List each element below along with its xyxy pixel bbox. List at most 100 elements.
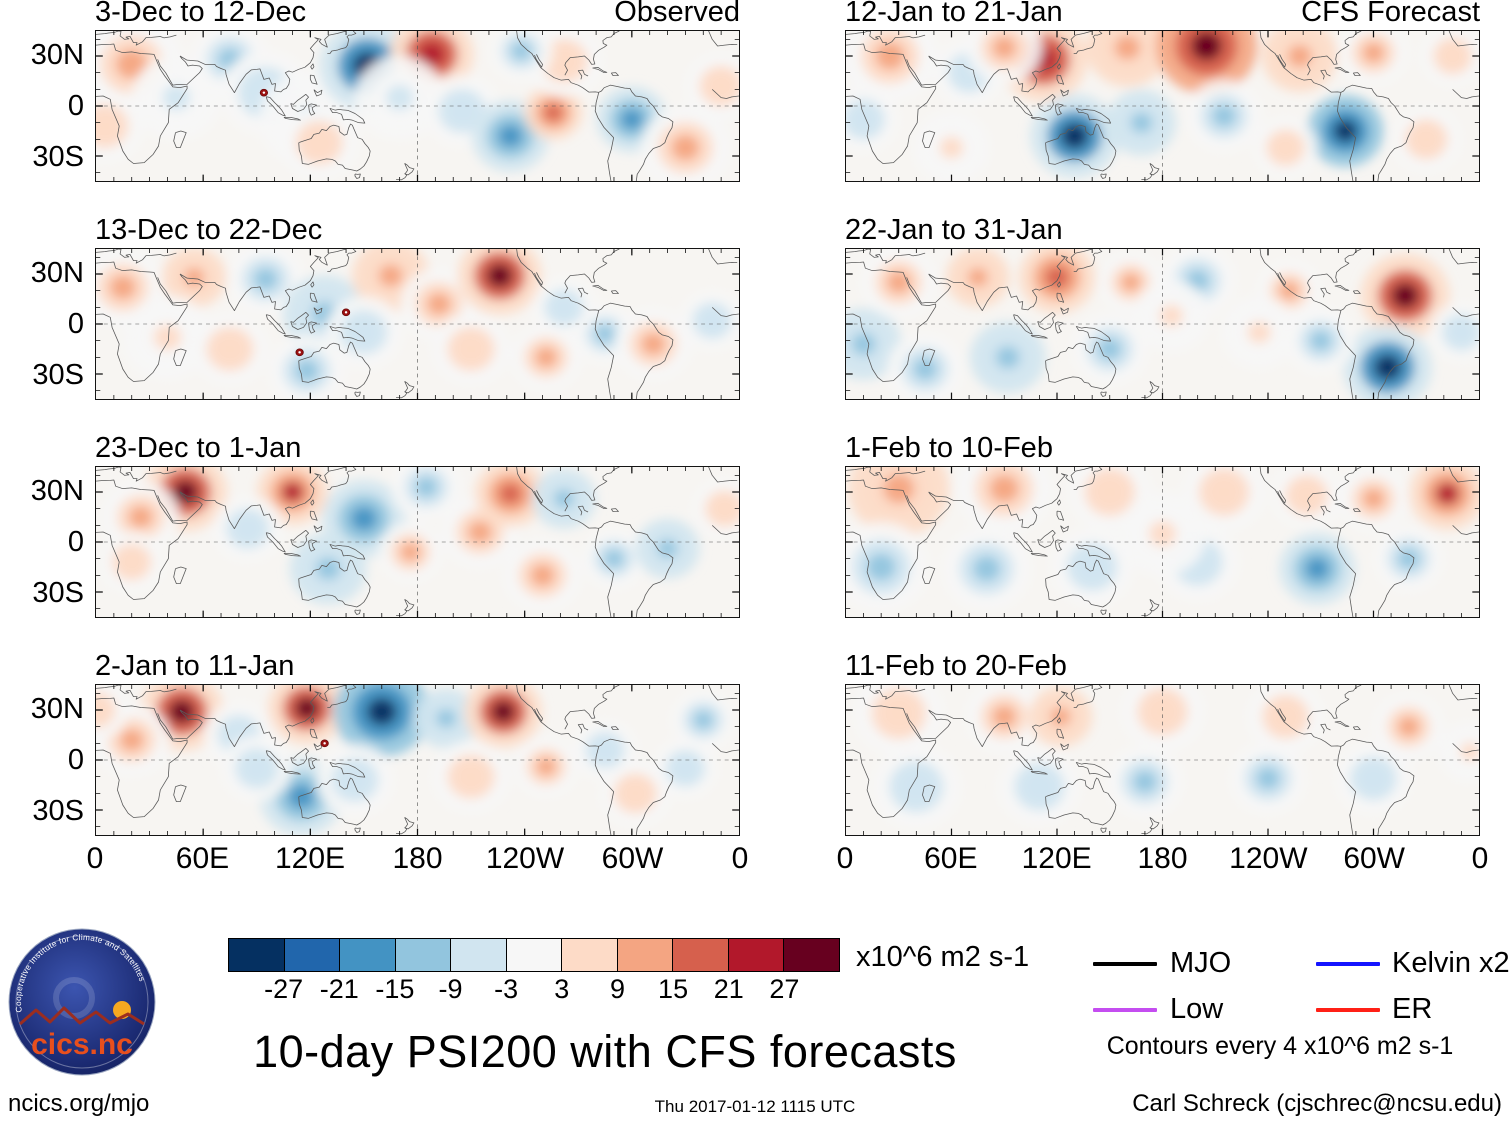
map-panel bbox=[95, 684, 740, 836]
panel-title: 22-Jan to 31-Jan bbox=[845, 214, 1063, 246]
x-axis-label: 120W bbox=[485, 842, 565, 875]
anomaly-field bbox=[96, 685, 736, 835]
cics-logo: Cooperative Institute for Climate and Sa… bbox=[8, 928, 156, 1076]
colorbar bbox=[228, 938, 840, 972]
colorbar-tick-label: 27 bbox=[769, 974, 800, 1004]
colorbar-tick-label: -27 bbox=[264, 974, 304, 1004]
panel-title: 12-Jan to 21-Jan bbox=[845, 0, 1063, 28]
major-ticks bbox=[846, 31, 1479, 181]
colorbar-tick-label: -9 bbox=[438, 974, 463, 1004]
anomaly-field bbox=[96, 249, 739, 399]
colorbar-tick-label: 3 bbox=[554, 974, 570, 1004]
x-axis-label: 180 bbox=[1137, 842, 1188, 875]
y-axis-label: 30N bbox=[30, 39, 84, 72]
panel-title: 23-Dec to 1-Jan bbox=[95, 432, 302, 464]
colorbar-tick-label: -21 bbox=[319, 974, 359, 1004]
x-axis-label: 0 bbox=[731, 842, 749, 875]
map-svg bbox=[845, 466, 1480, 618]
map-panel bbox=[845, 248, 1480, 400]
coastlines bbox=[96, 31, 739, 181]
cyclone-marker bbox=[320, 739, 329, 748]
anomaly-field bbox=[96, 31, 739, 181]
colorbar-labels: -27 -21 -15 -9 -3 3 9 15 21 27 bbox=[0, 974, 1510, 1006]
legend-line-kelvin bbox=[1316, 962, 1380, 966]
footer-author: Carl Schreck (cjschrec@ncsu.edu) bbox=[1132, 1090, 1502, 1117]
panel-title-row: 22-Jan to 31-Jan bbox=[845, 214, 1480, 246]
map-panel bbox=[845, 30, 1480, 182]
cyclone-marker bbox=[295, 348, 304, 357]
legend-line-low bbox=[1093, 1008, 1157, 1012]
y-axis-label: 30S bbox=[32, 358, 84, 391]
equator-dateline-gridlines bbox=[846, 685, 1479, 835]
x-axis-label: 0 bbox=[1471, 842, 1489, 875]
logo-mountains bbox=[19, 1006, 145, 1026]
equator-dateline-gridlines bbox=[96, 249, 739, 399]
legend-label-low: Low bbox=[1170, 993, 1224, 1025]
panel-title: 3-Dec to 12-Dec bbox=[95, 0, 307, 28]
legend-label-mjo: MJO bbox=[1170, 947, 1232, 979]
colorbar-segment bbox=[450, 939, 506, 971]
map-svg bbox=[95, 248, 740, 400]
legend-label-kelvin: Kelvin x2 bbox=[1392, 947, 1510, 979]
colorbar-segment bbox=[283, 939, 340, 971]
major-ticks bbox=[846, 249, 1479, 399]
logo-disc bbox=[8, 928, 156, 1076]
equator-dateline-gridlines bbox=[846, 31, 1479, 181]
figure-title: 10-day PSI200 with CFS forecasts bbox=[253, 1026, 957, 1077]
colorbar-tick-label: -15 bbox=[375, 974, 415, 1004]
anomaly-field bbox=[846, 31, 1479, 181]
colorbar-segment bbox=[616, 939, 673, 971]
y-axis-label: 30N bbox=[30, 257, 84, 290]
y-axis-label: 30S bbox=[32, 576, 84, 609]
panel-title-row: 23-Dec to 1-Jan bbox=[95, 432, 740, 464]
y-axis-label: 30S bbox=[32, 140, 84, 173]
legend-line-er bbox=[1316, 1008, 1380, 1012]
major-ticks bbox=[96, 685, 739, 835]
logo-inner-ring bbox=[15, 935, 149, 1069]
colorbar-segment bbox=[339, 939, 395, 971]
coastlines bbox=[96, 249, 739, 399]
colorbar-segment bbox=[727, 939, 784, 971]
anomaly-field bbox=[99, 467, 739, 612]
y-axis-label: 30N bbox=[30, 693, 84, 726]
equator-dateline-gridlines bbox=[96, 467, 739, 617]
y-axis-label: 0 bbox=[67, 308, 84, 340]
major-ticks bbox=[96, 467, 739, 617]
panel-title: 2-Jan to 11-Jan bbox=[95, 650, 295, 682]
map-svg bbox=[845, 248, 1480, 400]
major-ticks bbox=[846, 685, 1479, 835]
colorbar-segment bbox=[394, 939, 451, 971]
colorbar-tick-label: 15 bbox=[658, 974, 689, 1004]
panel-title-row: 11-Feb to 20-Feb bbox=[845, 650, 1480, 682]
x-axis-label: 120W bbox=[1229, 842, 1308, 875]
panel-title: 1-Feb to 10-Feb bbox=[845, 432, 1053, 464]
equator-dateline-gridlines bbox=[846, 249, 1479, 399]
colorbar-segment bbox=[505, 939, 562, 971]
map-svg bbox=[95, 30, 740, 182]
x-axis-label: 60W bbox=[601, 842, 664, 875]
x-axis-label: 180 bbox=[392, 842, 443, 875]
map-panel bbox=[845, 684, 1480, 836]
equator-dateline-gridlines bbox=[846, 467, 1479, 617]
map-svg bbox=[95, 684, 740, 836]
colorbar-segment bbox=[229, 939, 284, 971]
panel-title-row: 2-Jan to 11-Jan bbox=[95, 650, 740, 682]
y-axis-label: 0 bbox=[67, 744, 84, 776]
panel-title-row: 1-Feb to 10-Feb bbox=[845, 432, 1480, 464]
panel-title: 11-Feb to 20-Feb bbox=[845, 650, 1067, 682]
coastlines bbox=[96, 467, 739, 617]
map-panel bbox=[845, 466, 1480, 618]
major-ticks bbox=[96, 31, 739, 181]
x-axis-label: 0 bbox=[86, 842, 104, 875]
equator-dateline-gridlines bbox=[96, 31, 739, 181]
colorbar-tick-label: 9 bbox=[609, 974, 625, 1004]
colorbar-segment bbox=[783, 939, 840, 971]
panel-title-row: 3-Dec to 12-Dec Observed bbox=[95, 0, 740, 28]
y-axis-label: 0 bbox=[67, 90, 84, 122]
map-svg bbox=[95, 466, 740, 618]
colorbar-tick-label: -3 bbox=[494, 974, 519, 1004]
y-axis-label: 30S bbox=[32, 794, 84, 827]
legend-label-er: ER bbox=[1392, 993, 1433, 1025]
